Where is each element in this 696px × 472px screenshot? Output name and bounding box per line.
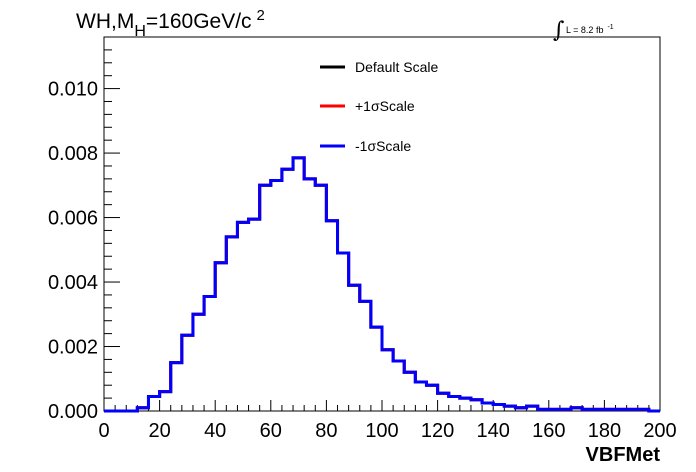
x-tick-label: 100 [365,420,398,442]
y-tick-label: 0.010 [48,79,98,101]
series-line-1 [104,156,660,413]
title-value: =160GeV/c [146,10,252,33]
legend-label-2: -1σScale [355,138,411,154]
lumi-integral-symbol: ∫ [553,18,565,43]
x-tick-label: 0 [98,420,109,442]
legend: Default Scale +1σScale -1σScale [320,59,438,154]
title-subscript: H [134,23,146,40]
lumi-label: L = 8.2 fb -1 [566,24,614,35]
y-tick-label: 0.006 [48,208,98,230]
title-superscript: 2 [257,7,265,24]
y-tick-label: 0.000 [48,401,98,423]
y-tick-label: 0.004 [48,272,98,294]
x-tick-label: 160 [532,420,565,442]
legend-label-0: Default Scale [355,59,438,75]
x-axis-label: VBFMet [586,444,661,466]
title-main: WH,M [76,10,134,33]
x-tick-label: 80 [315,420,337,442]
y-tick-label: 0.002 [48,337,98,359]
series-line-0 [104,156,660,413]
axis-tick-labels: 0 20 40 60 80 100 120 140 160 180 200 0.000 0.002 0.0… [48,79,677,442]
x-tick-label: 180 [588,420,621,442]
legend-label-1: +1σScale [355,98,415,114]
plot-title: WH,MH=160GeV/c 2 [76,7,265,40]
x-tick-label: 200 [643,420,676,442]
plot-frame [103,36,661,412]
x-tick-label: 20 [148,420,170,442]
x-tick-label: 40 [204,420,226,442]
y-tick-label: 0.008 [48,143,98,165]
x-tick-label: 120 [421,420,454,442]
series-group [104,156,660,413]
series-line-2 [104,156,660,413]
x-tick-label: 60 [260,420,282,442]
x-tick-label: 140 [477,420,510,442]
